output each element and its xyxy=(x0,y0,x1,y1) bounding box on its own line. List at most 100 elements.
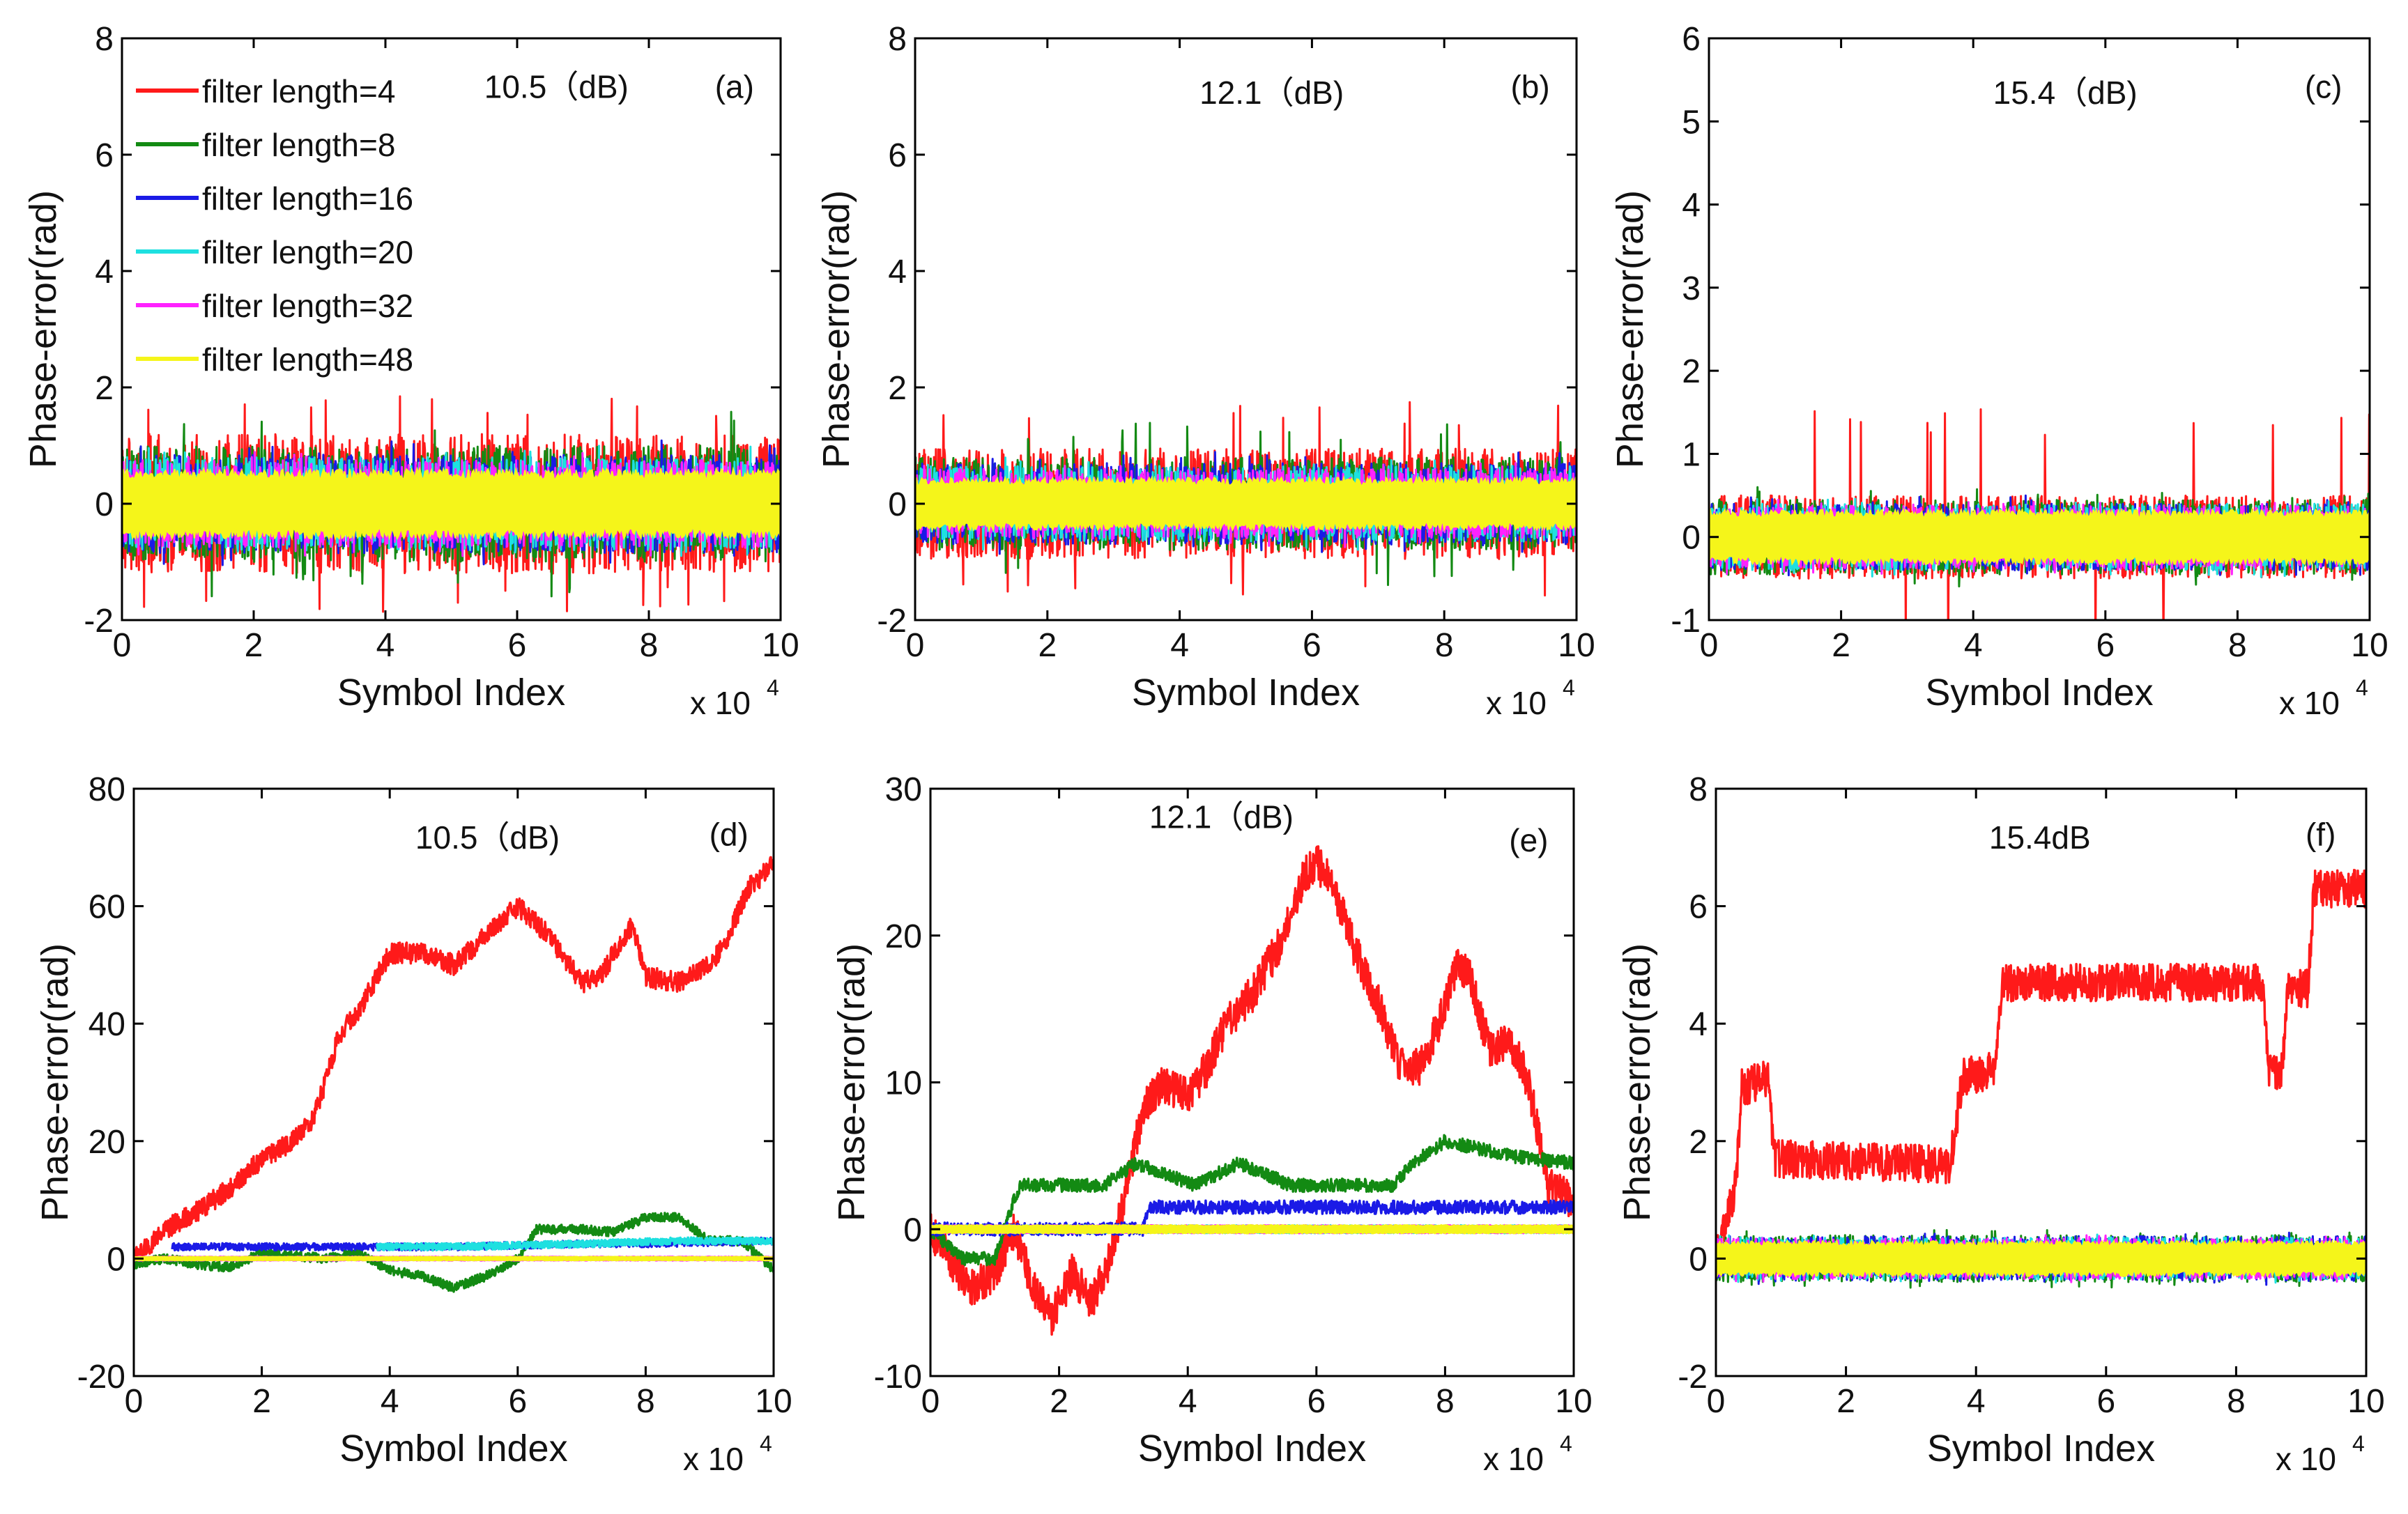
y-tick-label: 8 xyxy=(1689,771,1708,808)
plot-area xyxy=(915,401,1577,597)
x-tick-label: 6 xyxy=(508,627,527,664)
x-tick-label: 0 xyxy=(1700,627,1719,664)
x-multiplier-exponent: 4 xyxy=(1560,1431,1572,1456)
x-tick-label: 8 xyxy=(1436,1383,1455,1420)
y-tick-label: 4 xyxy=(1689,1006,1708,1043)
y-tick-label: 8 xyxy=(888,21,907,58)
x-multiplier: x 10 xyxy=(690,685,751,721)
y-tick-label: 6 xyxy=(95,137,114,174)
y-axis-label: Phase-error(rad) xyxy=(815,190,857,468)
x-tick-label: 10 xyxy=(1555,1383,1592,1420)
y-axis-label: Phase-error(rad) xyxy=(1609,190,1651,468)
x-tick-label: 4 xyxy=(1964,627,1983,664)
x-multiplier-exponent: 4 xyxy=(760,1431,772,1456)
y-tick-label: 0 xyxy=(888,486,907,523)
x-axis-label: Symbol Index xyxy=(1132,672,1360,713)
plot-area xyxy=(134,856,774,1293)
x-axis-label: Symbol Index xyxy=(1927,1428,2155,1469)
series-filter-length-4 xyxy=(134,856,774,1267)
y-tick-label: -10 xyxy=(874,1359,922,1396)
x-tick-label: 10 xyxy=(1558,627,1595,664)
y-tick-label: 0 xyxy=(107,1241,125,1278)
y-tick-label: 1 xyxy=(1682,436,1701,473)
y-tick-label: -1 xyxy=(1671,603,1701,640)
x-tick-label: 10 xyxy=(755,1383,792,1420)
x-multiplier-exponent: 4 xyxy=(1563,675,1575,700)
snr-annotation: 15.4（dB) xyxy=(1993,75,2138,111)
y-tick-label: 2 xyxy=(1682,353,1701,390)
x-tick-label: 8 xyxy=(2228,627,2247,664)
legend-entry: filter length=8 xyxy=(202,127,395,163)
y-tick-label: 4 xyxy=(888,254,907,291)
panel-label: (a) xyxy=(715,69,754,105)
axes-frame xyxy=(121,37,782,621)
x-tick-label: 8 xyxy=(640,627,659,664)
x-tick-label: 0 xyxy=(906,627,925,664)
series-filter-length-48 xyxy=(134,1256,774,1262)
y-tick-label: 0 xyxy=(95,486,114,523)
series-filter-length-48 xyxy=(930,1223,1574,1235)
y-tick-label: 40 xyxy=(89,1006,125,1043)
x-axis-label: Symbol Index xyxy=(1138,1428,1366,1469)
x-tick-label: 6 xyxy=(2096,627,2115,664)
y-tick-label: 0 xyxy=(903,1212,922,1249)
x-tick-label: 6 xyxy=(1303,627,1321,664)
y-tick-label: 6 xyxy=(1682,21,1701,58)
y-tick-label: 2 xyxy=(888,370,907,407)
plot-area xyxy=(930,845,1574,1336)
series-filter-length-48 xyxy=(1716,1238,2366,1279)
series-filter-length-48 xyxy=(1709,507,2370,567)
x-multiplier: x 10 xyxy=(1483,1441,1544,1477)
y-axis-label: Phase-error(rad) xyxy=(831,943,873,1221)
x-axis-label: Symbol Index xyxy=(339,1428,567,1469)
x-multiplier-exponent: 4 xyxy=(767,675,779,700)
plot-area xyxy=(122,395,781,613)
series-filter-length-4 xyxy=(1716,868,2366,1273)
y-tick-label: 6 xyxy=(1689,889,1708,926)
y-tick-label: 0 xyxy=(1682,520,1701,557)
y-tick-label: -2 xyxy=(84,603,114,640)
series-filter-length-48 xyxy=(122,466,781,541)
snr-annotation: 10.5（dB) xyxy=(484,69,629,105)
series-filter-length-8 xyxy=(134,1212,774,1293)
x-tick-label: 2 xyxy=(1050,1383,1068,1420)
legend-entry: filter length=4 xyxy=(202,73,395,109)
x-multiplier-exponent: 4 xyxy=(2352,1431,2365,1456)
panel-label: (c) xyxy=(2305,69,2342,105)
series-filter-length-8 xyxy=(930,1134,1574,1267)
y-tick-label: 60 xyxy=(89,889,125,926)
snr-annotation: 12.1（dB) xyxy=(1149,798,1294,835)
x-tick-label: 8 xyxy=(1435,627,1454,664)
y-axis-label: Phase-error(rad) xyxy=(22,190,64,468)
x-tick-label: 8 xyxy=(2227,1383,2246,1420)
x-tick-label: 8 xyxy=(636,1383,655,1420)
y-tick-label: 2 xyxy=(95,370,114,407)
x-tick-label: 4 xyxy=(1170,627,1189,664)
snr-annotation: 10.5（dB) xyxy=(415,819,560,856)
x-tick-label: 0 xyxy=(113,627,132,664)
y-tick-label: 5 xyxy=(1682,104,1701,141)
series-filter-length-20 xyxy=(376,1236,774,1252)
y-tick-label: 4 xyxy=(95,254,114,291)
x-tick-label: 2 xyxy=(1836,1383,1855,1420)
x-tick-label: 6 xyxy=(1307,1383,1326,1420)
x-tick-label: 6 xyxy=(2096,1383,2115,1420)
y-tick-label: -2 xyxy=(877,603,907,640)
x-tick-label: 2 xyxy=(252,1383,271,1420)
series-filter-length-4 xyxy=(930,845,1574,1336)
x-multiplier: x 10 xyxy=(2279,685,2340,721)
x-tick-label: 10 xyxy=(2347,1383,2384,1420)
axes-frame xyxy=(1715,787,2368,1377)
axes-frame xyxy=(132,787,775,1377)
x-multiplier: x 10 xyxy=(1486,685,1547,721)
x-axis-label: Symbol Index xyxy=(1925,672,2153,713)
x-tick-label: 4 xyxy=(381,1383,399,1420)
y-tick-label: 4 xyxy=(1682,187,1701,224)
x-axis-label: Symbol Index xyxy=(337,672,565,713)
